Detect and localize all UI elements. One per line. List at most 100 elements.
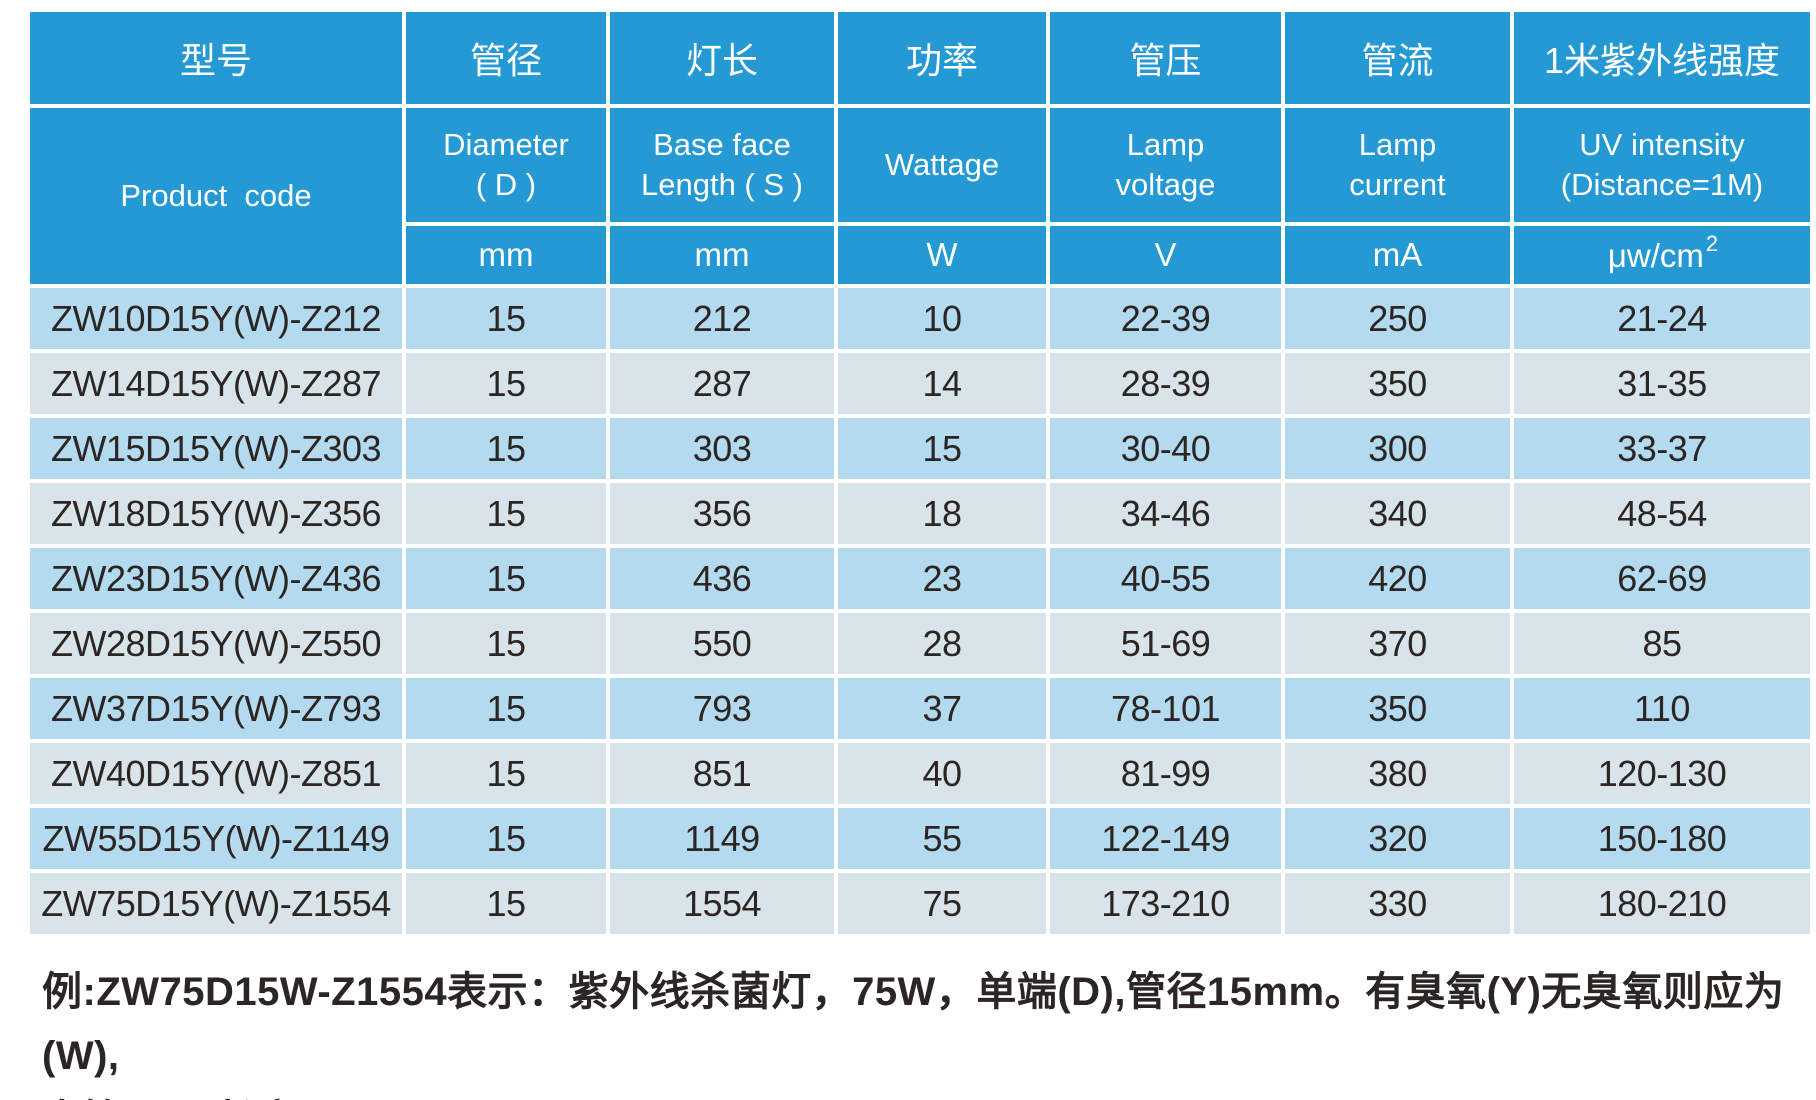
current-cell: 250 xyxy=(1285,288,1510,349)
header-uv-intensity-en: UV intensity (Distance=1M) xyxy=(1514,108,1810,222)
uv-intensity-cell: 31-35 xyxy=(1514,353,1810,414)
diameter-cell: 15 xyxy=(406,613,606,674)
current-cell: 300 xyxy=(1285,418,1510,479)
current-cell: 350 xyxy=(1285,353,1510,414)
voltage-cell: 78-101 xyxy=(1050,678,1281,739)
wattage-cell: 75 xyxy=(838,873,1046,934)
product-code-cell: ZW55D15Y(W)-Z1149 xyxy=(30,808,402,869)
voltage-cell: 81-99 xyxy=(1050,743,1281,804)
header-wattage-zh: 功率 xyxy=(838,12,1046,104)
unit-current: mA xyxy=(1285,226,1510,284)
wattage-cell: 55 xyxy=(838,808,1046,869)
table-row: ZW40D15Y(W)-Z851 15 851 40 81-99 380 120… xyxy=(30,743,1810,804)
header-product-code: Product code xyxy=(30,108,402,284)
uv-intensity-cell: 48-54 xyxy=(1514,483,1810,544)
length-cell: 356 xyxy=(610,483,834,544)
length-en-line1: Base face xyxy=(653,127,791,162)
header-current-en: Lamp current xyxy=(1285,108,1510,222)
product-code-cell: ZW23D15Y(W)-Z436 xyxy=(30,548,402,609)
uv-intensity-cell: 85 xyxy=(1514,613,1810,674)
current-cell: 420 xyxy=(1285,548,1510,609)
wattage-cell: 37 xyxy=(838,678,1046,739)
length-cell: 851 xyxy=(610,743,834,804)
unit-voltage: V xyxy=(1050,226,1281,284)
header-length-en: Base face Length ( S ) xyxy=(610,108,834,222)
example-note-line2: 直管(Z)，长度1554m xyxy=(42,1088,1816,1100)
current-en-line1: Lamp xyxy=(1358,127,1437,162)
product-code-cell: ZW18D15Y(W)-Z356 xyxy=(30,483,402,544)
diameter-cell: 15 xyxy=(406,873,606,934)
header-voltage-en: Lamp voltage xyxy=(1050,108,1281,222)
product-code-cell: ZW14D15Y(W)-Z287 xyxy=(30,353,402,414)
diameter-cell: 15 xyxy=(406,678,606,739)
table-row: ZW14D15Y(W)-Z287 15 287 14 28-39 350 31-… xyxy=(30,353,1810,414)
example-note-line1: 例:ZW75D15W-Z1554表示：紫外线杀菌灯，75W，单端(D),管径15… xyxy=(42,970,1785,1078)
header-row-english: Product code Diameter ( D ) Base face Le… xyxy=(30,108,1810,284)
diameter-cell: 15 xyxy=(406,483,606,544)
header-diameter-en: Diameter ( D ) xyxy=(406,108,606,222)
voltage-cell: 122-149 xyxy=(1050,808,1281,869)
diameter-cell: 15 xyxy=(406,743,606,804)
voltage-cell: 40-55 xyxy=(1050,548,1281,609)
current-cell: 370 xyxy=(1285,613,1510,674)
header-row-chinese: 型号 管径 灯长 功率 管压 管流 1米紫外线强度 xyxy=(30,12,1810,104)
table-row: ZW55D15Y(W)-Z1149 15 1149 55 122-149 320… xyxy=(30,808,1810,869)
current-cell: 340 xyxy=(1285,483,1510,544)
voltage-en-line1: Lamp xyxy=(1126,127,1205,162)
diameter-cell: 15 xyxy=(406,418,606,479)
length-cell: 1149 xyxy=(610,808,834,869)
current-cell: 380 xyxy=(1285,743,1510,804)
example-note: 例:ZW75D15W-Z1554表示：紫外线杀菌灯，75W，单端(D),管径15… xyxy=(42,960,1816,1100)
voltage-cell: 28-39 xyxy=(1050,353,1281,414)
table-row: ZW10D15Y(W)-Z212 15 212 10 22-39 250 21-… xyxy=(30,288,1810,349)
wattage-cell: 18 xyxy=(838,483,1046,544)
diameter-cell: 15 xyxy=(406,288,606,349)
length-cell: 436 xyxy=(610,548,834,609)
diameter-cell: 15 xyxy=(406,353,606,414)
current-cell: 330 xyxy=(1285,873,1510,934)
unit-wattage: W xyxy=(838,226,1046,284)
length-cell: 303 xyxy=(610,418,834,479)
table-row: ZW15D15Y(W)-Z303 15 303 15 30-40 300 33-… xyxy=(30,418,1810,479)
diameter-cell: 15 xyxy=(406,548,606,609)
diameter-en-line2: ( D ) xyxy=(475,167,537,202)
unit-length: mm xyxy=(610,226,834,284)
product-code-cell: ZW37D15Y(W)-Z793 xyxy=(30,678,402,739)
current-cell: 320 xyxy=(1285,808,1510,869)
length-cell: 550 xyxy=(610,613,834,674)
header-uv-intensity-zh: 1米紫外线强度 xyxy=(1514,12,1810,104)
uv-unit-superscript: 2 xyxy=(1705,231,1719,256)
table-row: ZW23D15Y(W)-Z436 15 436 23 40-55 420 62-… xyxy=(30,548,1810,609)
voltage-en-line2: voltage xyxy=(1115,167,1216,202)
voltage-cell: 173-210 xyxy=(1050,873,1281,934)
uv-intensity-en-line2: (Distance=1M) xyxy=(1560,167,1764,202)
voltage-cell: 34-46 xyxy=(1050,483,1281,544)
uv-unit-base: μw/cm xyxy=(1607,237,1704,274)
product-code-cell: ZW10D15Y(W)-Z212 xyxy=(30,288,402,349)
current-en-line2: current xyxy=(1349,167,1446,202)
wattage-cell: 23 xyxy=(838,548,1046,609)
current-cell: 350 xyxy=(1285,678,1510,739)
length-en-line2: Length ( S ) xyxy=(641,167,803,202)
voltage-cell: 30-40 xyxy=(1050,418,1281,479)
product-code-label: Product code xyxy=(120,178,312,213)
wattage-cell: 40 xyxy=(838,743,1046,804)
header-length-zh: 灯长 xyxy=(610,12,834,104)
uv-intensity-cell: 33-37 xyxy=(1514,418,1810,479)
uv-lamp-spec-table: 型号 管径 灯长 功率 管压 管流 1米紫外线强度 Product code D… xyxy=(26,8,1814,938)
product-code-cell: ZW75D15Y(W)-Z1554 xyxy=(30,873,402,934)
header-wattage-en: Wattage xyxy=(838,108,1046,222)
header-row-units: mm mm W V mA μw/cm2 xyxy=(30,226,1810,284)
unit-uv-intensity: μw/cm2 xyxy=(1514,226,1810,284)
wattage-cell: 10 xyxy=(838,288,1046,349)
uv-intensity-cell: 62-69 xyxy=(1514,548,1810,609)
table-row: ZW28D15Y(W)-Z550 15 550 28 51-69 370 85 xyxy=(30,613,1810,674)
table-row: ZW18D15Y(W)-Z356 15 356 18 34-46 340 48-… xyxy=(30,483,1810,544)
length-cell: 212 xyxy=(610,288,834,349)
wattage-cell: 15 xyxy=(838,418,1046,479)
unit-diameter: mm xyxy=(406,226,606,284)
header-current-zh: 管流 xyxy=(1285,12,1510,104)
wattage-en-line1: Wattage xyxy=(884,147,1000,182)
uv-intensity-cell: 180-210 xyxy=(1514,873,1810,934)
